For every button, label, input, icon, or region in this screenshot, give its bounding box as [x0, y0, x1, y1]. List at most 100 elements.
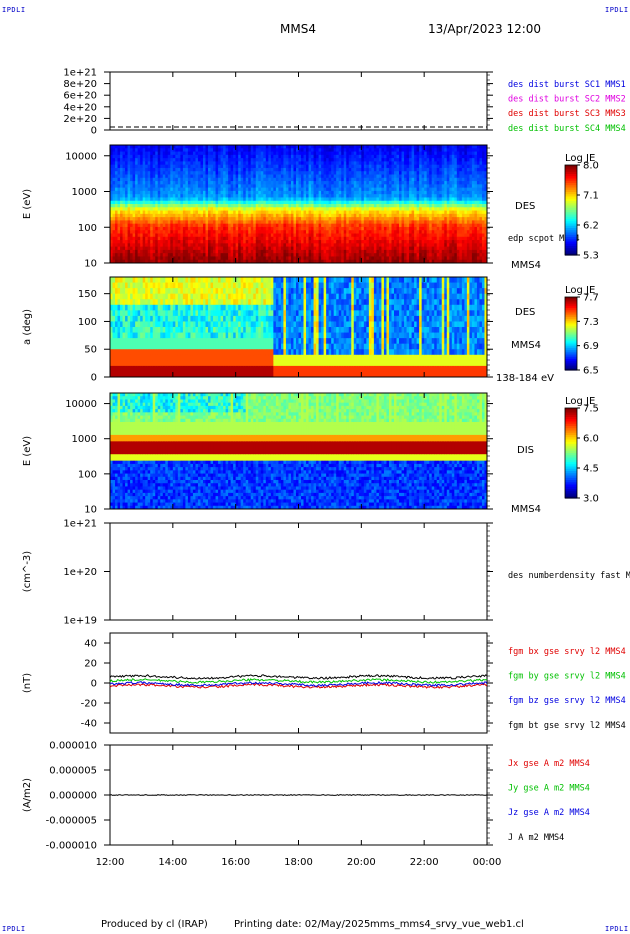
spectrogram-cell [167, 259, 171, 264]
spectrogram-cell [285, 226, 289, 231]
spectrogram-cell [313, 171, 317, 175]
spectrogram-cell [195, 253, 199, 257]
spectrogram-cell [429, 158, 433, 162]
spectrogram-cell [177, 246, 181, 251]
spectrogram-cell [225, 249, 229, 254]
spectrogram-cell [112, 223, 116, 228]
spectrogram-cell [419, 240, 423, 244]
spectrogram-cell [363, 240, 367, 244]
spectrogram-cell [145, 184, 149, 189]
spectrogram-cell [200, 213, 204, 218]
spectrogram-cell [187, 207, 191, 212]
spectrogram-cell [180, 249, 184, 254]
spectrogram-cell [381, 194, 385, 198]
spectrogram-cell [358, 158, 362, 162]
spectrogram-cell [388, 256, 392, 261]
spectrogram-cell [343, 220, 347, 225]
spectrogram-cell [411, 177, 415, 182]
spectrogram-cell [381, 151, 385, 156]
spectrogram-cell [399, 148, 403, 153]
spectrogram-cell [255, 194, 259, 198]
spectrogram-cell [373, 200, 377, 205]
spectrogram-cell [220, 151, 224, 156]
spectrogram-cell [152, 161, 156, 166]
spectrogram-cell [137, 223, 141, 228]
spectrogram-cell [145, 207, 149, 212]
spectrogram-cell [431, 223, 435, 228]
spectrogram-cell [278, 236, 282, 241]
spectrogram-cell [444, 161, 448, 166]
spectrogram-cell [255, 171, 259, 175]
spectrogram-cell [419, 213, 423, 218]
spectrogram-cell [213, 240, 217, 244]
spectrogram-cell [295, 174, 299, 179]
spectrogram-cell [323, 223, 327, 228]
spectrogram-cell [167, 164, 171, 169]
spectrogram-cell [132, 194, 136, 198]
spectrogram-cell [444, 145, 448, 149]
spectrogram-cell [280, 226, 284, 231]
spectrogram-cell [441, 200, 445, 205]
spectrogram-cell [248, 181, 252, 185]
spectrogram-cell [273, 190, 277, 195]
spectrogram-cell [416, 249, 420, 254]
spectrogram-cell [449, 194, 453, 198]
spectrogram-cell [140, 158, 144, 162]
spectrogram-cell [399, 236, 403, 241]
spectrogram-cell [245, 148, 249, 153]
spectrogram-cell [195, 148, 199, 153]
spectrogram-cell [404, 230, 408, 234]
spectrogram-cell [388, 148, 392, 153]
spectrogram-cell [444, 154, 448, 159]
spectrogram-cell [290, 164, 294, 169]
spectrogram-cell [238, 151, 242, 156]
spectrogram-cell [258, 243, 262, 248]
spectrogram-cell [122, 167, 126, 172]
spectrogram-cell [373, 213, 377, 218]
spectrogram-cell [235, 217, 239, 221]
spectrogram-cell [195, 158, 199, 162]
spectrogram-cell [348, 161, 352, 166]
spectrogram-cell [285, 187, 289, 192]
spectrogram-cell [275, 164, 279, 169]
spectrogram-cell [363, 246, 367, 251]
spectrogram-cell [160, 233, 164, 238]
spectrogram-cell [303, 217, 307, 221]
spectrogram-cell [454, 190, 458, 195]
spectrogram-cell [311, 226, 315, 231]
spectrogram-cell [285, 148, 289, 153]
spectrogram-cell [416, 230, 420, 234]
spectrogram-cell [326, 177, 330, 182]
spectrogram-cell [366, 145, 370, 149]
spectrogram-cell [167, 194, 171, 198]
spectrogram-cell [142, 177, 146, 182]
spectrogram-cell [157, 243, 161, 248]
spectrogram-cell [130, 230, 134, 234]
spectrogram-cell [132, 236, 136, 241]
spectrogram-cell [285, 181, 289, 185]
spectrogram-cell [273, 164, 277, 169]
spectrogram-cell [228, 204, 232, 208]
spectrogram-cell [132, 177, 136, 182]
spectrogram-cell [396, 256, 400, 261]
spectrogram-cell [165, 213, 169, 218]
spectrogram-cell [328, 174, 332, 179]
spectrogram-cell [328, 204, 332, 208]
spectrogram-cell [110, 145, 114, 149]
spectrogram-cell [391, 151, 395, 156]
spectrogram-cell [225, 220, 229, 225]
spectrogram-cell [233, 233, 237, 238]
spectrogram-cell [130, 226, 134, 231]
spectrogram-cell [436, 220, 440, 225]
spectrogram-cell [306, 223, 310, 228]
spectrogram-cell [336, 217, 340, 221]
spectrogram-cell [388, 200, 392, 205]
spectrogram-cell [409, 177, 413, 182]
spectrogram-cell [147, 230, 151, 234]
spectrogram-cell [195, 200, 199, 205]
spectrogram-cell [218, 164, 222, 169]
spectrogram-cell [195, 256, 199, 261]
spectrogram-cell [376, 158, 380, 162]
spectrogram-cell [396, 181, 400, 185]
spectrogram-cell [260, 213, 264, 218]
